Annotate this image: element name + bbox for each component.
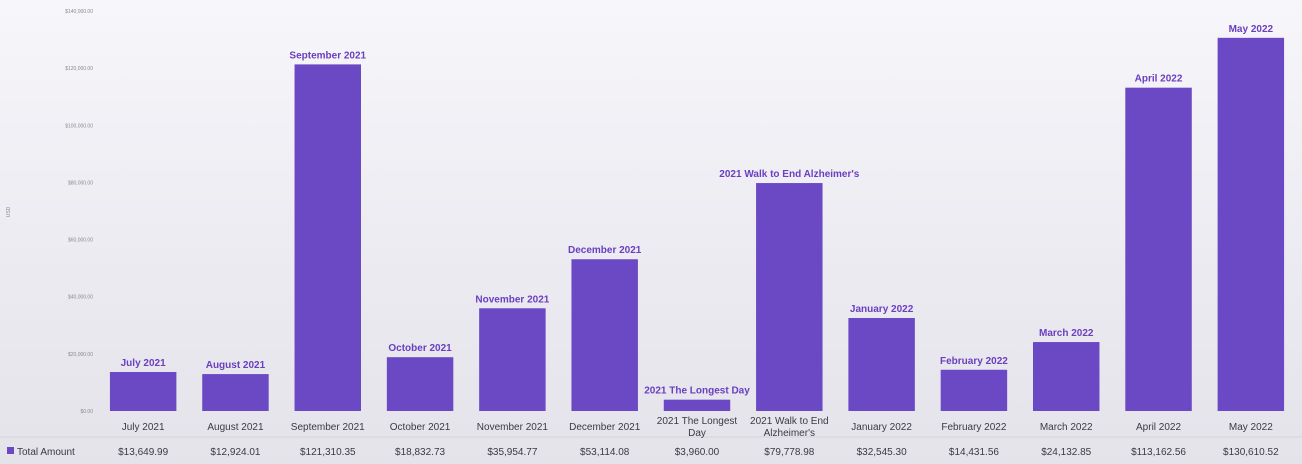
y-tick-label: $20,000.00 bbox=[68, 352, 93, 358]
category-labels: July 2021 August 2021 September 2021 Octobe… bbox=[122, 416, 1273, 439]
category-label: September 2021 bbox=[291, 422, 365, 433]
legend-series-name: Total Amount bbox=[17, 447, 75, 458]
bar-category-label: August 2021 bbox=[206, 360, 266, 371]
y-axis: $0.00 $20,000.00 $40,000.00 $60,000.00 $80,0… bbox=[65, 9, 93, 415]
category-label: April 2022 bbox=[1136, 422, 1181, 433]
category-label: 2021 Walk to End Alzheimer's bbox=[750, 416, 829, 439]
bar-labels: July 2021 August 2021 September 2021 Octobe… bbox=[121, 24, 1274, 397]
value-label: $3,960.00 bbox=[675, 447, 720, 458]
bar bbox=[571, 259, 638, 411]
bar-category-label: 2021 Walk to End Alzheimer's bbox=[719, 169, 859, 180]
y-axis-title: USD bbox=[6, 206, 12, 217]
bar-category-label: March 2022 bbox=[1039, 328, 1094, 339]
category-label: March 2022 bbox=[1040, 422, 1093, 433]
category-label: December 2021 bbox=[569, 422, 641, 433]
bar bbox=[202, 374, 269, 411]
bar-category-label: January 2022 bbox=[850, 304, 914, 315]
value-label: $32,545.30 bbox=[857, 447, 907, 458]
bar bbox=[294, 64, 361, 412]
value-label: $14,431.56 bbox=[949, 447, 999, 458]
bar bbox=[940, 369, 1008, 411]
category-label: July 2021 bbox=[122, 422, 165, 433]
value-label: $79,778.98 bbox=[764, 447, 814, 458]
value-label: $18,832.73 bbox=[395, 447, 445, 458]
value-label: $12,924.01 bbox=[210, 447, 260, 458]
bar bbox=[1217, 37, 1285, 411]
value-label: $53,114.08 bbox=[580, 447, 630, 458]
bar bbox=[1033, 342, 1100, 411]
category-label: May 2022 bbox=[1229, 422, 1273, 433]
y-tick-label: $40,000.00 bbox=[68, 295, 93, 301]
y-tick-label: $80,000.00 bbox=[68, 180, 93, 186]
value-label: $130,610.52 bbox=[1223, 447, 1279, 458]
value-label: $13,649.99 bbox=[118, 447, 168, 458]
bar bbox=[479, 308, 546, 411]
bar-category-label: October 2021 bbox=[388, 343, 452, 354]
category-label: August 2021 bbox=[207, 422, 264, 433]
value-label: $35,954.77 bbox=[487, 447, 537, 458]
y-tick-label: $140,000.00 bbox=[65, 9, 93, 15]
y-tick-label: $0.00 bbox=[80, 409, 93, 415]
bar bbox=[109, 372, 177, 411]
bar-category-label: November 2021 bbox=[475, 294, 549, 305]
category-label: November 2021 bbox=[477, 422, 549, 433]
y-tick-label: $60,000.00 bbox=[68, 238, 93, 244]
y-tick-label: $100,000.00 bbox=[65, 123, 93, 129]
y-tick-label: $120,000.00 bbox=[65, 66, 93, 72]
category-label: February 2022 bbox=[941, 422, 1006, 433]
value-label: $113,162.56 bbox=[1131, 447, 1186, 458]
value-label: $121,310.35 bbox=[300, 447, 356, 458]
bar-category-label: December 2021 bbox=[568, 245, 642, 256]
bar bbox=[756, 183, 823, 411]
bar-category-label: July 2021 bbox=[121, 358, 166, 369]
bar bbox=[663, 399, 731, 411]
bars bbox=[109, 37, 1285, 412]
bar-category-label: May 2022 bbox=[1229, 24, 1274, 35]
value-label: $24,132.85 bbox=[1041, 447, 1091, 458]
bar bbox=[1125, 87, 1192, 411]
bar bbox=[386, 357, 454, 411]
bar-category-label: February 2022 bbox=[940, 356, 1008, 367]
bar bbox=[848, 318, 915, 411]
legend-swatch bbox=[7, 447, 14, 454]
category-label: January 2022 bbox=[851, 422, 912, 433]
bar-category-label: April 2022 bbox=[1135, 74, 1183, 85]
category-label: 2021 The Longest Day bbox=[657, 416, 738, 439]
bar-category-label: 2021 The Longest Day bbox=[644, 386, 750, 397]
data-table: Total Amount bbox=[0, 436, 1302, 458]
bar-category-label: September 2021 bbox=[289, 50, 366, 61]
value-labels: $13,649.99 $12,924.01 $121,310.35 $18,832.7… bbox=[118, 447, 1279, 458]
category-label: October 2021 bbox=[390, 422, 451, 433]
